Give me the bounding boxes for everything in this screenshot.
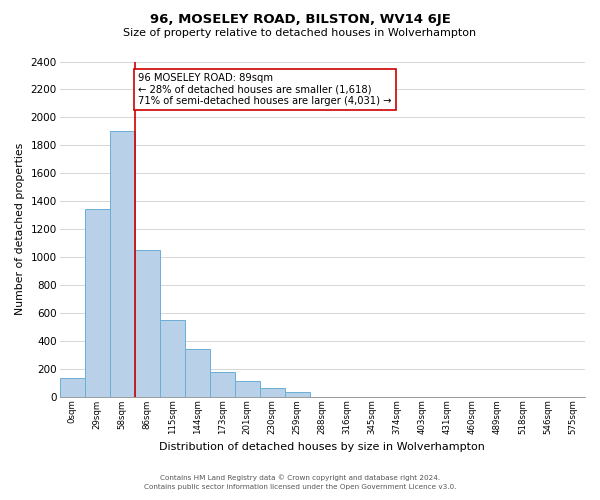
Text: 96, MOSELEY ROAD, BILSTON, WV14 6JE: 96, MOSELEY ROAD, BILSTON, WV14 6JE — [149, 12, 451, 26]
Bar — [235, 381, 260, 396]
X-axis label: Distribution of detached houses by size in Wolverhampton: Distribution of detached houses by size … — [160, 442, 485, 452]
Bar — [110, 132, 134, 396]
Y-axis label: Number of detached properties: Number of detached properties — [15, 143, 25, 315]
Bar — [260, 388, 285, 396]
Bar — [285, 392, 310, 396]
Bar — [85, 210, 110, 396]
Bar — [134, 250, 160, 396]
Bar — [160, 320, 185, 396]
Text: Contains public sector information licensed under the Open Government Licence v3: Contains public sector information licen… — [144, 484, 456, 490]
Bar — [210, 372, 235, 396]
Text: Contains HM Land Registry data © Crown copyright and database right 2024.: Contains HM Land Registry data © Crown c… — [160, 474, 440, 481]
Text: 96 MOSELEY ROAD: 89sqm
← 28% of detached houses are smaller (1,618)
71% of semi-: 96 MOSELEY ROAD: 89sqm ← 28% of detached… — [139, 72, 392, 106]
Bar — [185, 349, 210, 397]
Bar — [59, 378, 85, 396]
Text: Size of property relative to detached houses in Wolverhampton: Size of property relative to detached ho… — [124, 28, 476, 38]
